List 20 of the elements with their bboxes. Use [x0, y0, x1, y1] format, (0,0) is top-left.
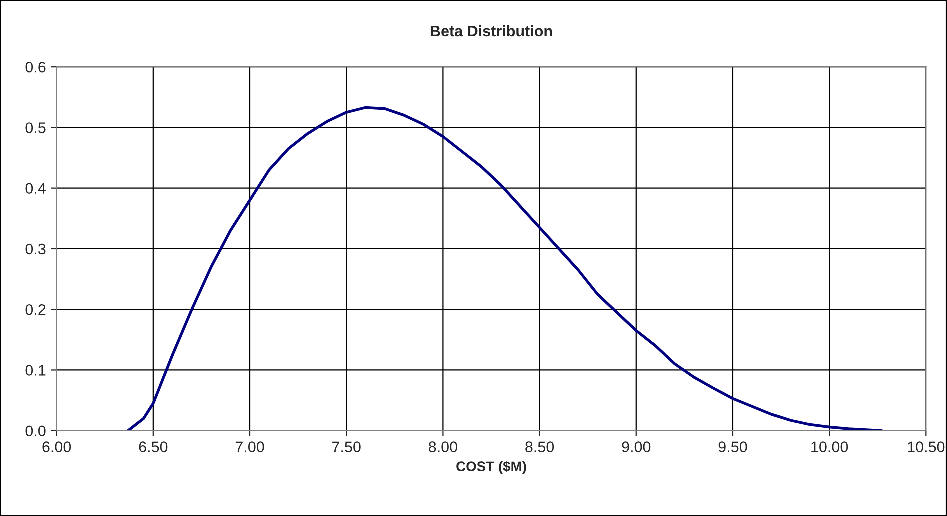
y-tick-label: 0.3: [26, 244, 46, 255]
y-tick-label: 0.0: [26, 426, 46, 437]
x-tick-label: 7.50: [332, 442, 361, 452]
x-tick-label: 7.00: [236, 442, 264, 452]
y-tick-label: 0.6: [26, 62, 46, 73]
x-tick-label: 10.50: [908, 442, 945, 452]
y-tick-label: 0.1: [26, 365, 46, 376]
x-tick-label: 9.00: [622, 442, 651, 452]
x-tick-label: 9.50: [718, 442, 748, 452]
x-tick-label: 8.00: [428, 442, 458, 452]
x-tick-label: 6.00: [42, 442, 72, 452]
x-tick-label: 8.50: [526, 442, 554, 452]
x-tick-label: 6.50: [139, 442, 168, 452]
line-series: [126, 106, 884, 431]
y-tick-label: 0.2: [26, 304, 46, 316]
chart-title: Beta Distribution: [430, 25, 552, 37]
y-tick-label: 0.4: [26, 183, 46, 194]
y-tick-label: 0.5: [26, 122, 46, 134]
x-axis-title: COST ($M): [456, 461, 526, 474]
x-tick-label: 10.00: [812, 442, 848, 452]
